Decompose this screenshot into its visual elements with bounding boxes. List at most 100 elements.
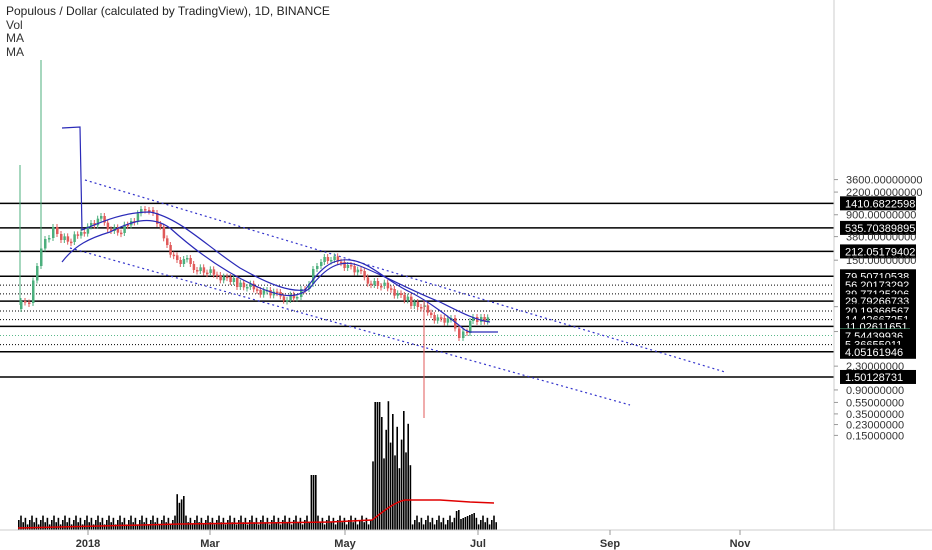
candle-body <box>136 213 140 222</box>
candle-body <box>73 234 76 242</box>
candle-body <box>330 260 333 262</box>
volume-bar <box>473 513 475 530</box>
volume-bar <box>396 426 398 530</box>
volume-bar <box>310 475 313 530</box>
candle-body <box>376 281 380 286</box>
candle-body <box>416 302 420 307</box>
candle-body <box>289 294 292 300</box>
candle-body <box>360 269 363 272</box>
candle-body <box>249 283 252 287</box>
candle-body <box>66 236 70 242</box>
volume-bar <box>57 517 60 530</box>
candle-body <box>443 318 446 323</box>
volume-bar <box>422 524 425 530</box>
candle-body <box>226 276 229 279</box>
candle-body <box>433 315 436 321</box>
ma-line-2 <box>61 219 491 323</box>
volume-bar <box>299 517 302 530</box>
time-tick-label: Mar <box>200 538 220 550</box>
candle-body <box>140 209 143 214</box>
volume-bar <box>398 468 401 530</box>
volume-bar <box>495 522 497 530</box>
volume-bar <box>365 517 368 530</box>
legend-ma-2: MA <box>6 44 24 59</box>
candle-body <box>44 239 47 249</box>
volume-bar <box>431 517 434 530</box>
volume-bar <box>220 522 222 530</box>
volume-bar <box>205 520 207 530</box>
candle-body <box>286 300 289 302</box>
candle-body <box>454 318 457 329</box>
candle-body <box>296 297 299 299</box>
candle-body <box>472 317 475 321</box>
candle-body <box>440 317 443 319</box>
level-tag-label: 1.50128731 <box>845 372 903 384</box>
volume-bar <box>125 524 128 530</box>
trend-channel <box>69 179 726 406</box>
volume-bar <box>427 515 429 530</box>
volume-bar <box>64 515 66 530</box>
chart-title: Populous / Dollar (calculated by Trading… <box>6 4 330 18</box>
candle-body <box>370 283 373 286</box>
volume-bar <box>288 517 291 530</box>
price-tick-label: 2200.00000000 <box>846 187 922 199</box>
volume-bar <box>416 515 418 530</box>
candle-body <box>326 257 330 261</box>
candle-body <box>63 236 66 240</box>
volume-bar <box>216 520 218 530</box>
price-tick-label: 380.00000000 <box>846 232 916 244</box>
candle-body <box>390 288 393 290</box>
candle-body <box>196 270 199 272</box>
level-tag <box>840 344 916 359</box>
volume-bar <box>328 515 330 530</box>
candle-body <box>386 282 390 289</box>
candle-body <box>219 275 222 281</box>
volume-bar <box>198 522 200 530</box>
candle-body <box>426 305 430 313</box>
price-tick-label: 0.35000000 <box>846 409 904 421</box>
volume-bar <box>207 515 209 530</box>
candle-body <box>403 295 406 301</box>
volume-bar <box>40 520 42 530</box>
volume-bar <box>462 518 464 530</box>
candle-body <box>169 245 172 255</box>
level-tag <box>840 220 916 235</box>
candle-body <box>312 269 315 284</box>
candle-body <box>103 216 106 223</box>
price-tick-label: 0.15000000 <box>846 430 904 442</box>
candle-body <box>76 234 80 236</box>
candle-body <box>366 277 370 284</box>
volume-bar <box>92 524 95 530</box>
volume-bar <box>196 515 198 530</box>
volume-bar <box>367 524 370 530</box>
volume-bar <box>81 524 84 530</box>
volume-bar <box>35 517 38 530</box>
volume-bar <box>348 520 350 530</box>
candle-body <box>60 234 63 240</box>
volume-bar <box>145 517 148 530</box>
volume-bar <box>444 524 447 530</box>
volume-bar <box>359 520 361 530</box>
volume-bar <box>451 522 453 530</box>
price-tick-label: 0.90000000 <box>846 385 904 397</box>
volume-bar <box>290 524 293 530</box>
volume-bar <box>163 515 165 530</box>
volume-bar <box>385 429 387 530</box>
volume-bar <box>403 411 405 530</box>
channel-lower <box>69 247 631 406</box>
volume-bar <box>304 520 306 530</box>
volume-bar <box>249 520 251 530</box>
level-tag-label: 212.05179402 <box>845 246 915 258</box>
volume-bar <box>488 524 491 530</box>
level-tag <box>840 369 916 384</box>
volume-bar <box>42 515 44 530</box>
volume-bar <box>169 524 172 530</box>
candle-body <box>40 248 43 266</box>
time-tick-label: 2018 <box>76 538 100 550</box>
volume-bar <box>231 522 233 530</box>
price-tick-label: 900.00000000 <box>846 210 916 222</box>
volume-bar <box>469 515 471 530</box>
volume-bar <box>376 402 379 530</box>
candle-body <box>383 282 386 286</box>
